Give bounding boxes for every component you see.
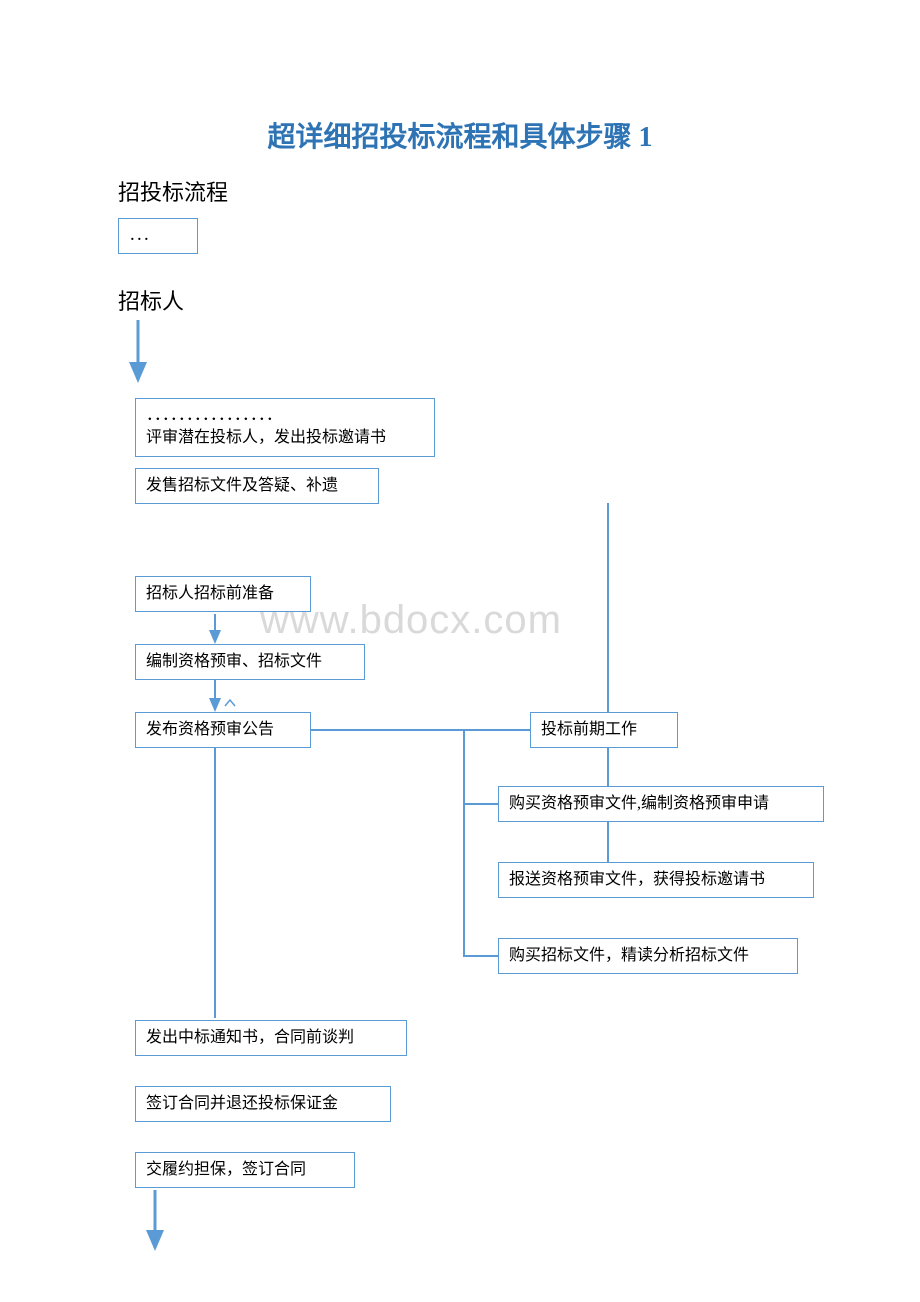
flow-connectors bbox=[0, 0, 920, 1302]
